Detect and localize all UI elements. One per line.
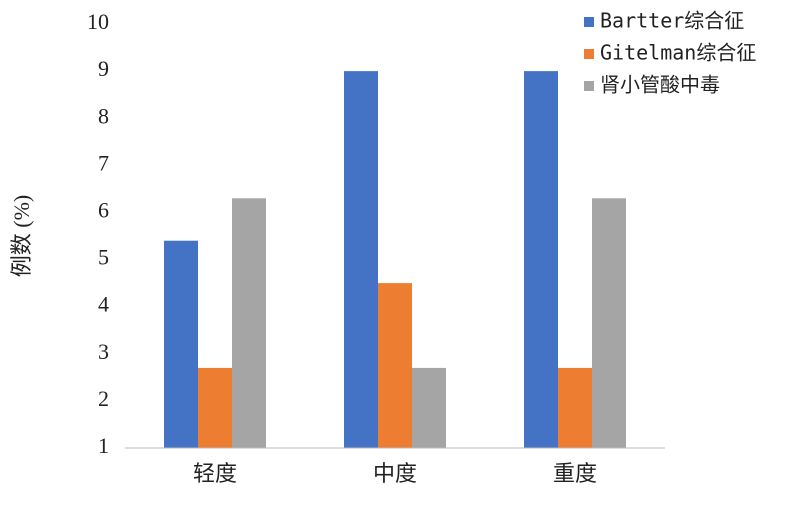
y-tick-label: 7: [98, 150, 109, 175]
y-tick-label: 2: [98, 386, 109, 411]
x-tick-label: 重度: [553, 461, 597, 486]
legend-marker: [584, 81, 594, 91]
y-tick-label: 3: [98, 339, 109, 364]
y-tick-label: 6: [98, 197, 109, 222]
bar: [558, 367, 592, 448]
x-tick-label: 中度: [373, 461, 417, 486]
legend-label: 肾小管酸中毒: [600, 73, 720, 97]
bar: [592, 198, 626, 448]
bar: [198, 367, 232, 448]
y-tick-label: 5: [98, 245, 109, 270]
bar: [232, 198, 266, 448]
bar: [344, 71, 378, 448]
legend-label: Gitelman综合征: [600, 41, 756, 65]
legend-label: Bartter综合征: [600, 9, 744, 33]
y-tick-label: 8: [98, 103, 109, 128]
bar: [524, 71, 558, 448]
bar: [412, 367, 446, 448]
y-tick-label: 9: [98, 56, 109, 81]
legend-marker: [584, 17, 594, 27]
y-tick-label: 4: [98, 292, 109, 317]
legend-marker: [584, 49, 594, 59]
y-axis-label: 例数 (%): [9, 195, 34, 277]
x-tick-label: 轻度: [193, 461, 237, 486]
y-tick-label: 10: [87, 9, 109, 34]
y-tick-label: 1: [98, 433, 109, 458]
bar: [378, 283, 412, 448]
bar: [164, 240, 198, 448]
